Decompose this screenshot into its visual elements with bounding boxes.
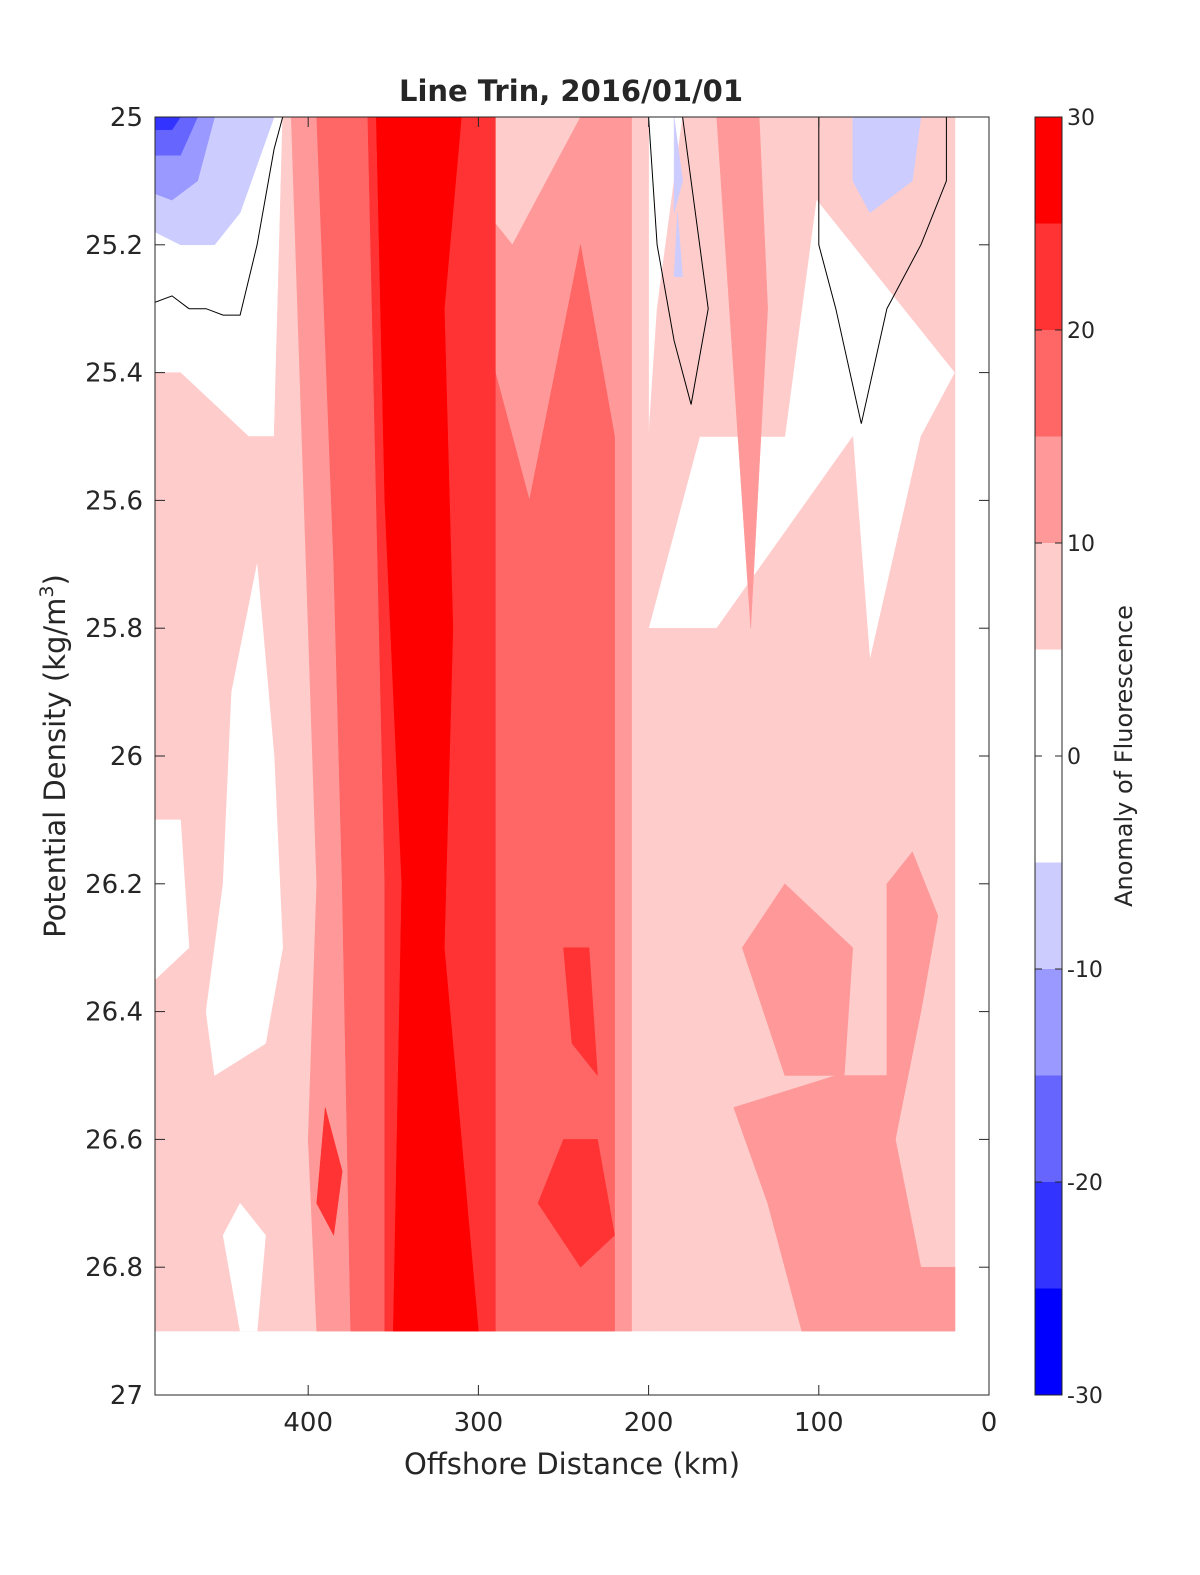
colorbar-tick-label: -20 [1067, 1171, 1103, 1196]
y-tick-label: 26.2 [85, 870, 143, 900]
contour-region-9 [733, 851, 956, 1332]
y-tick-label: 25 [110, 103, 143, 133]
y-tick-label: 27 [110, 1381, 143, 1411]
y-tick-label: 26.4 [85, 998, 143, 1028]
plot-area: 400 300 200 100 0 25 25.2 25.4 25.6 25.8 26 26.2 26… [85, 103, 997, 1438]
y-tick-label: 26 [110, 742, 143, 772]
colorbar-tick-label: 0 [1067, 745, 1081, 770]
colorbar-swatch-3 [1035, 436, 1062, 543]
zero-contour-1 [648, 117, 709, 405]
contour-region-8 [741, 883, 854, 1076]
colorbar-swatch-2 [1035, 330, 1062, 437]
colorbar-tick-label: 10 [1067, 532, 1095, 557]
colorbar: 30 20 10 0 -10 -20 -30 Anomaly of Fluorescence [1034, 106, 1138, 1409]
x-tick-label: 0 [981, 1408, 998, 1438]
x-tick-label: 400 [283, 1408, 333, 1438]
colorbar-tick-label: -30 [1067, 1384, 1103, 1409]
zero-contour-lines [155, 117, 947, 424]
contour-region-5 [222, 1202, 266, 1332]
colorbar-swatch-4 [1035, 543, 1062, 650]
contour-region-4 [155, 819, 190, 981]
y-tick-label: 25.8 [85, 614, 143, 644]
colorbar-tick-label: 20 [1067, 319, 1095, 344]
y-tick-label: 26.6 [85, 1125, 143, 1155]
contour-region-22 [673, 212, 683, 278]
colorbar-swatch-7 [1035, 969, 1062, 1076]
y-axis-label-close: ) [38, 574, 72, 585]
y-tick-label: 25.6 [85, 486, 143, 516]
contour-region-3 [205, 564, 283, 1076]
colorbar-swatch-1 [1035, 223, 1062, 330]
x-axis-label: Offshore Distance (km) [404, 1447, 740, 1481]
y-axis-label: Potential Density (kg/m3) [36, 574, 72, 938]
colorbar-ticks: 30 20 10 0 -10 -20 -30 [1035, 106, 1103, 1409]
y-tick-label: 26.8 [85, 1253, 143, 1283]
x-tick-label: 300 [454, 1408, 504, 1438]
contour-region-19 [155, 117, 181, 131]
contour-region-7 [716, 117, 768, 629]
x-axis-ticks: 400 300 200 100 0 [283, 117, 997, 1438]
zero-contour-0 [155, 117, 284, 316]
colorbar-label: Anomaly of Fluorescence [1110, 605, 1138, 907]
x-tick-label: 200 [624, 1408, 674, 1438]
x-tick-label: 100 [794, 1408, 844, 1438]
colorbar-swatch-0 [1035, 117, 1062, 224]
contour-region-13 [316, 1107, 343, 1237]
contour-region-12 [563, 947, 598, 1077]
y-axis-label-superscript: 3 [36, 585, 58, 597]
colorbar-swatch-9 [1035, 1182, 1062, 1289]
y-tick-label: 25.2 [85, 231, 143, 261]
y-axis-ticks: 25 25.2 25.4 25.6 25.8 26 26.2 26.4 26.6 26.8 27 [85, 103, 989, 1411]
y-tick-label: 25.4 [85, 359, 143, 389]
zero-contour-2 [818, 117, 947, 424]
contour-region-21 [673, 117, 683, 213]
colorbar-tick-label: 30 [1067, 106, 1095, 131]
colorbar-swatches [1035, 117, 1062, 1395]
contour-region-15 [376, 117, 479, 1332]
colorbar-swatch-10 [1035, 1288, 1062, 1395]
chart-title: Line Trin, 2016/01/01 [399, 74, 743, 108]
colorbar-tick-label: -10 [1067, 958, 1103, 983]
contour-fills [155, 117, 956, 1332]
y-axis-label-main: Potential Density (kg/m [38, 598, 72, 938]
contour-region-20 [852, 117, 922, 214]
contour-region-2 [648, 117, 956, 1332]
colorbar-swatch-6 [1035, 862, 1062, 969]
colorbar-swatch-8 [1035, 1075, 1062, 1182]
contour-region-14 [537, 1139, 615, 1268]
